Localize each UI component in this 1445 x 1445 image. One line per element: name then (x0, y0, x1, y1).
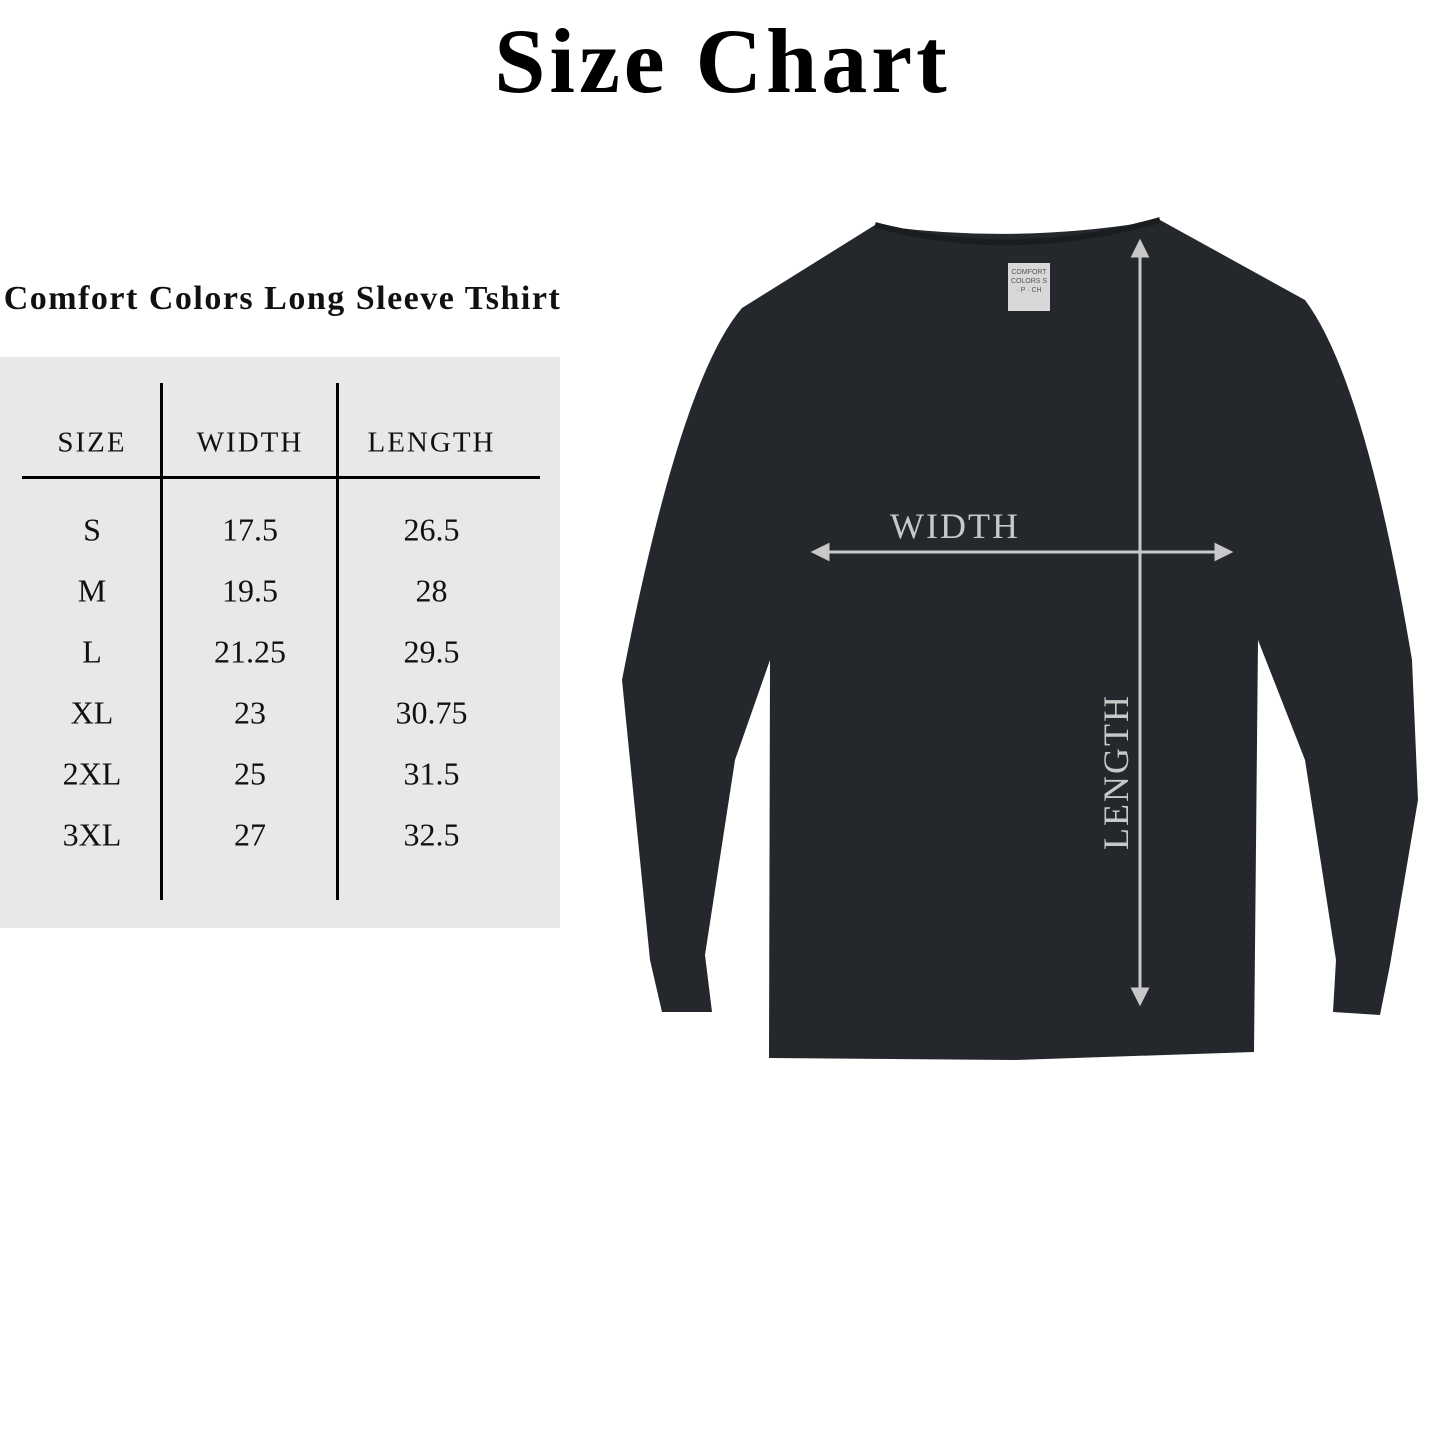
product-name: Comfort Colors Long Sleeve Tshirt (3, 280, 562, 317)
table-cell: 32.5 (403, 816, 460, 853)
header-divider (22, 476, 540, 479)
table-cell: 21.25 (214, 633, 286, 670)
table-cell: 27 (234, 816, 266, 853)
width-label: WIDTH (890, 506, 1020, 546)
table-cell: XL (70, 694, 114, 731)
page-title: Size Chart (494, 10, 951, 112)
table-cell: L (82, 633, 102, 670)
shirt-tag-text: COMFORT COLORS S · P · CH (1010, 269, 1048, 294)
table-cell: 25 (234, 755, 266, 792)
table-cell: 2XL (62, 755, 122, 792)
measure-arrows (810, 238, 1234, 1007)
table-cell: 29.5 (403, 633, 460, 670)
arrow-head-icon (1130, 238, 1150, 258)
table-cell: 23 (234, 694, 266, 731)
column-header: LENGTH (367, 426, 496, 459)
length-label: LENGTH (1096, 694, 1136, 850)
table-cell: 31.5 (403, 755, 460, 792)
table-cell: 3XL (62, 816, 122, 853)
shirt-tag (1008, 263, 1050, 311)
collar (874, 217, 1161, 246)
table-cell: M (77, 572, 107, 609)
size-table-background (0, 357, 560, 928)
long-sleeve-shirt-image (622, 220, 1418, 1060)
column-divider (160, 383, 163, 900)
table-cell: 19.5 (222, 572, 278, 609)
arrow-head-icon (1214, 542, 1234, 562)
table-cell: 17.5 (222, 511, 278, 548)
table-cell: 30.75 (395, 694, 468, 731)
column-header: SIZE (57, 426, 127, 459)
arrow-head-icon (1130, 987, 1150, 1007)
column-header: WIDTH (196, 426, 304, 459)
table-cell: 26.5 (403, 511, 460, 548)
table-cell: S (83, 511, 101, 548)
table-cell: 28 (415, 572, 448, 609)
arrow-head-icon (810, 542, 830, 562)
column-divider (336, 383, 339, 900)
